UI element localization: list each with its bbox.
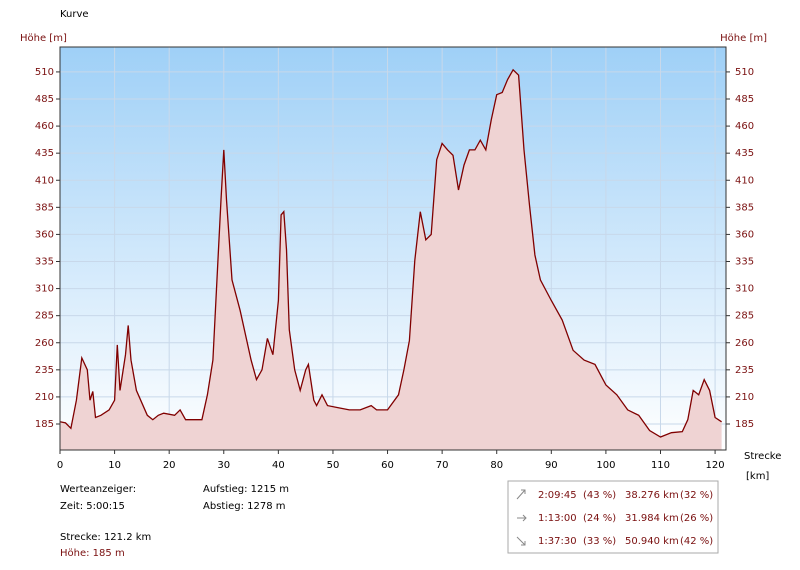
- y-tick-label: 410: [35, 175, 54, 186]
- info-height: Höhe: 185 m: [60, 548, 125, 559]
- x-tick-label: 120: [706, 460, 725, 471]
- x-tick-label: 10: [108, 460, 121, 471]
- y-axis-label: Höhe [m]: [20, 33, 67, 44]
- x-tick-label: 70: [436, 460, 449, 471]
- y2-tick-label: 335: [735, 257, 754, 268]
- x-tick-label: 110: [651, 460, 670, 471]
- area-fill: [60, 69, 722, 451]
- y2-tick-label: 285: [735, 311, 754, 322]
- summary-cell: 31.984 km: [625, 513, 679, 524]
- y2-tick-label: 185: [735, 419, 754, 430]
- info-time: Zeit: 5:00:15: [60, 501, 125, 512]
- y2-tick-label: 485: [735, 94, 754, 105]
- x-tick-label: 50: [327, 460, 340, 471]
- x-tick-label: 30: [217, 460, 230, 471]
- plot: [59, 47, 726, 451]
- summary-cell: (32 %): [680, 490, 713, 501]
- y2-tick-label: 260: [735, 338, 754, 349]
- elevation-line: [59, 68, 722, 438]
- y-tick-label: 210: [35, 392, 54, 403]
- y2-tick-label: 410: [735, 175, 754, 186]
- x-tick-label: 40: [272, 460, 285, 471]
- x-axis-unit: [km]: [746, 471, 769, 482]
- y-tick-label: 460: [35, 121, 54, 132]
- y2-tick-label: 210: [735, 392, 754, 403]
- x-tick-label: 100: [596, 460, 615, 471]
- summary-cell: (33 %): [583, 536, 616, 547]
- summary-cell: 50.940 km: [625, 536, 679, 547]
- y-tick-label: 385: [35, 202, 54, 213]
- y2-tick-label: 310: [735, 284, 754, 295]
- y-tick-label: 235: [35, 365, 54, 376]
- summary-cell: 2:09:45: [538, 490, 577, 501]
- info-descent: Abstieg: 1278 m: [203, 501, 286, 512]
- plot-background: [60, 47, 726, 450]
- plot-frame: [59, 46, 727, 451]
- y2-tick-label: 460: [735, 121, 754, 132]
- x-tick-label: 20: [163, 460, 176, 471]
- summary-cell: (26 %): [680, 513, 713, 524]
- summary-table: 2:09:45 (43 %) 38.276 km (32 %) 1:13:00 (24 %…: [538, 490, 713, 547]
- y2-tick-label: 510: [735, 67, 754, 78]
- y2-tick-label: 385: [735, 202, 754, 213]
- info-heading: Werteanzeiger:: [60, 484, 136, 495]
- x-tick-label: 90: [545, 460, 558, 471]
- info-distance: Strecke: 121.2 km: [60, 532, 151, 543]
- y2-axis-label: Höhe [m]: [720, 33, 767, 44]
- summary-cell: (43 %): [583, 490, 616, 501]
- y-tick-label: 285: [35, 311, 54, 322]
- y2-tick-label: 435: [735, 148, 754, 159]
- x-tick-label: 60: [381, 460, 394, 471]
- y-tick-label: 485: [35, 94, 54, 105]
- x-tick-label: 0: [57, 460, 63, 471]
- summary-cell: 38.276 km: [625, 490, 679, 501]
- y-tick-label: 185: [35, 419, 54, 430]
- x-axis-label: Strecke: [744, 451, 781, 462]
- summary-cell: (42 %): [680, 536, 713, 547]
- chart-title: Kurve: [60, 9, 89, 20]
- summary-cell: 1:13:00: [538, 513, 577, 524]
- summary-box: [507, 480, 719, 554]
- summary-cell: (24 %): [583, 513, 616, 524]
- y-tick-label: 360: [35, 229, 54, 240]
- y-tick-label: 335: [35, 257, 54, 268]
- x-tick-label: 80: [490, 460, 503, 471]
- y-tick-label: 310: [35, 284, 54, 295]
- y2-tick-label: 360: [735, 229, 754, 240]
- y-tick-label: 510: [35, 67, 54, 78]
- info-ascent: Aufstieg: 1215 m: [203, 484, 289, 495]
- y-tick-label: 435: [35, 148, 54, 159]
- y2-tick-label: 235: [735, 365, 754, 376]
- direction-icons: [516, 489, 527, 546]
- summary-cell: 1:37:30: [538, 536, 577, 547]
- y-tick-label: 260: [35, 338, 54, 349]
